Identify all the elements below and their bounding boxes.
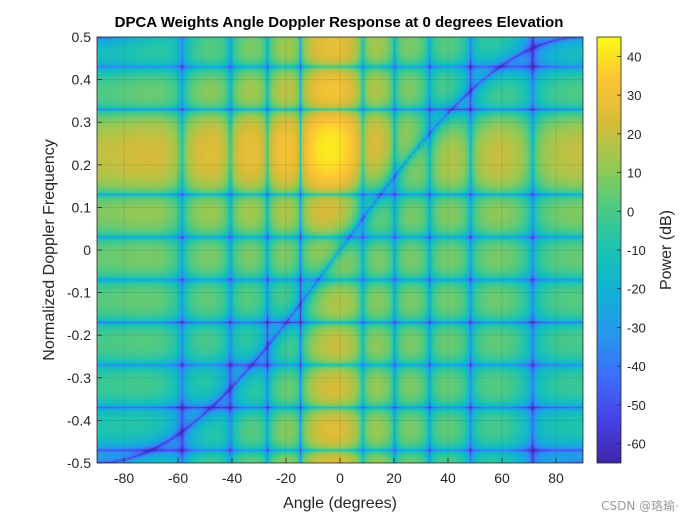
colorbar-tick-label: -50	[627, 398, 646, 413]
x-tick-label: -40	[222, 470, 242, 486]
x-tick-label: -20	[276, 470, 296, 486]
watermark-text: CSDN @珞瑜·	[601, 499, 679, 513]
x-tick-label: 80	[548, 470, 564, 486]
x-tick-label: 20	[386, 470, 402, 486]
plot-frame	[96, 36, 584, 464]
x-tick-label: -60	[168, 470, 188, 486]
x-tick-label: 40	[440, 470, 456, 486]
x-tick-label: 60	[494, 470, 510, 486]
x-tick-label: 0	[336, 470, 344, 486]
y-tick-label: -0.2	[67, 327, 91, 343]
y-tick-label: 0.2	[72, 157, 92, 173]
y-tick-label: -0.3	[67, 370, 91, 386]
colorbar-tick-label: -40	[627, 359, 646, 374]
colorbar-tick-label: 40	[627, 49, 641, 64]
heatmap-canvas	[97, 37, 583, 463]
y-tick-label: 0.3	[72, 114, 92, 130]
y-tick-label: -0.4	[67, 412, 91, 428]
x-axis-ticks: -80 -60 -40 -20 0 20 40 60 80	[114, 37, 564, 486]
y-tick-label: 0.5	[72, 29, 92, 45]
y-tick-label: 0	[83, 242, 91, 258]
colorbar-tick-label: -60	[627, 437, 646, 452]
colorbar-ticks: 40 30 20 10 0 -10 -20 -30 -40 -50 -60	[617, 49, 646, 452]
colorbar-tick-label: -30	[627, 320, 646, 335]
colorbar-tick-label: -20	[627, 282, 646, 297]
y-tick-label: 0.4	[72, 72, 92, 88]
colorbar-tick-label: 10	[627, 166, 641, 181]
colorbar-tick-label: 30	[627, 88, 641, 103]
x-axis-label: Angle (degrees)	[283, 495, 397, 512]
y-tick-label: -0.1	[67, 285, 91, 301]
heatmap-area	[97, 37, 583, 463]
colorbar-label: Power (dB)	[658, 210, 675, 290]
colorbar-tick-label: -10	[627, 243, 646, 258]
colorbar-tick-label: 20	[627, 127, 641, 142]
y-tick-label: -0.5	[67, 455, 91, 471]
colorbar-tick-label: 0	[627, 204, 634, 219]
x-tick-label: -80	[114, 470, 134, 486]
y-tick-label: 0.1	[72, 199, 92, 215]
chart-title: DPCA Weights Angle Doppler Response at 0…	[115, 14, 564, 31]
y-axis-label: Normalized Doppler Frequency	[41, 139, 58, 360]
